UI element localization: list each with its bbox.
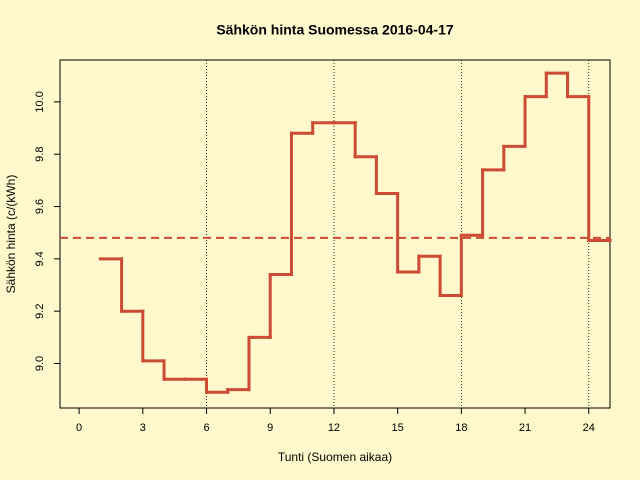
- x-tick-label: 0: [76, 422, 82, 434]
- x-tick-label: 24: [583, 422, 595, 434]
- x-tick-label: 3: [140, 422, 146, 434]
- y-tick-label: 9.6: [34, 199, 46, 214]
- x-tick-label: 18: [455, 422, 467, 434]
- y-tick-label: 10.0: [34, 91, 46, 112]
- x-tick-label: 15: [392, 422, 404, 434]
- x-tick-label: 12: [328, 422, 340, 434]
- x-tick-label: 9: [267, 422, 273, 434]
- chart-title: Sähkön hinta Suomessa 2016-04-17: [216, 22, 454, 38]
- y-tick-label: 9.8: [34, 147, 46, 162]
- y-axis-label: Sähkön hinta (c/(kWh): [4, 175, 18, 294]
- x-axis-label: Tunti (Suomen aikaa): [278, 450, 392, 464]
- x-tick-label: 6: [203, 422, 209, 434]
- y-tick-label: 9.0: [34, 356, 46, 371]
- plot-frame: [59, 59, 611, 409]
- x-tick-label: 21: [519, 422, 531, 434]
- y-tick-label: 9.4: [34, 251, 46, 266]
- y-tick-label: 9.2: [34, 304, 46, 319]
